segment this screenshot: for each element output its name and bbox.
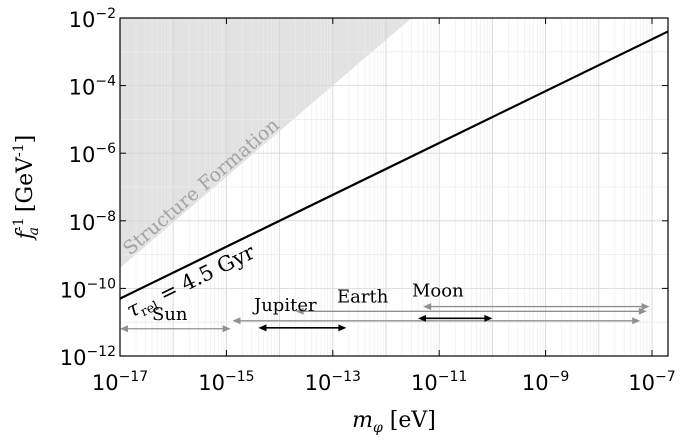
x-tick-label: 10−11 — [411, 369, 467, 395]
range-arrowhead — [641, 303, 650, 311]
y-axis-label: f-1a [GeV-1] — [11, 135, 42, 241]
range-arrowhead — [120, 325, 128, 333]
y-tick-label: 10−10 — [60, 276, 116, 302]
x-tick-label: 10−13 — [305, 369, 361, 395]
range-arrowhead — [638, 307, 647, 315]
range-arrowhead — [632, 317, 641, 325]
range-label: Earth — [337, 286, 389, 307]
range-arrowhead — [418, 314, 427, 322]
series-line — [120, 30, 668, 300]
y-tick-label: 10−4 — [69, 74, 116, 100]
range-arrowhead — [338, 324, 347, 332]
y-tick-label: 10−6 — [69, 141, 116, 167]
range-arrowhead — [232, 317, 241, 325]
plot-frame — [119, 17, 669, 357]
x-tick-label: 10−17 — [92, 369, 148, 395]
range-arrowhead — [484, 314, 493, 322]
range-arrowhead — [222, 325, 231, 333]
range-arrowhead — [258, 324, 267, 332]
x-axis-label: mφ [eV] — [352, 408, 436, 436]
y-tick-label: 10−8 — [69, 209, 116, 235]
y-tick-label: 10−2 — [69, 6, 116, 32]
x-tick-label: 10−9 — [522, 369, 569, 395]
range-arrowhead — [423, 303, 432, 311]
x-tick-label: 10−7 — [628, 369, 675, 395]
x-tick-label: 10−15 — [198, 369, 254, 395]
y-tick-label: 10−12 — [60, 344, 116, 370]
range-label: Sun — [152, 304, 188, 325]
range-label: Moon — [412, 281, 464, 302]
range-label: Jupiter — [252, 295, 317, 316]
series-label: τrel = 4.5 Gyr — [123, 239, 261, 325]
region-structure-formation — [120, 18, 412, 269]
range-arrowhead — [295, 307, 304, 315]
